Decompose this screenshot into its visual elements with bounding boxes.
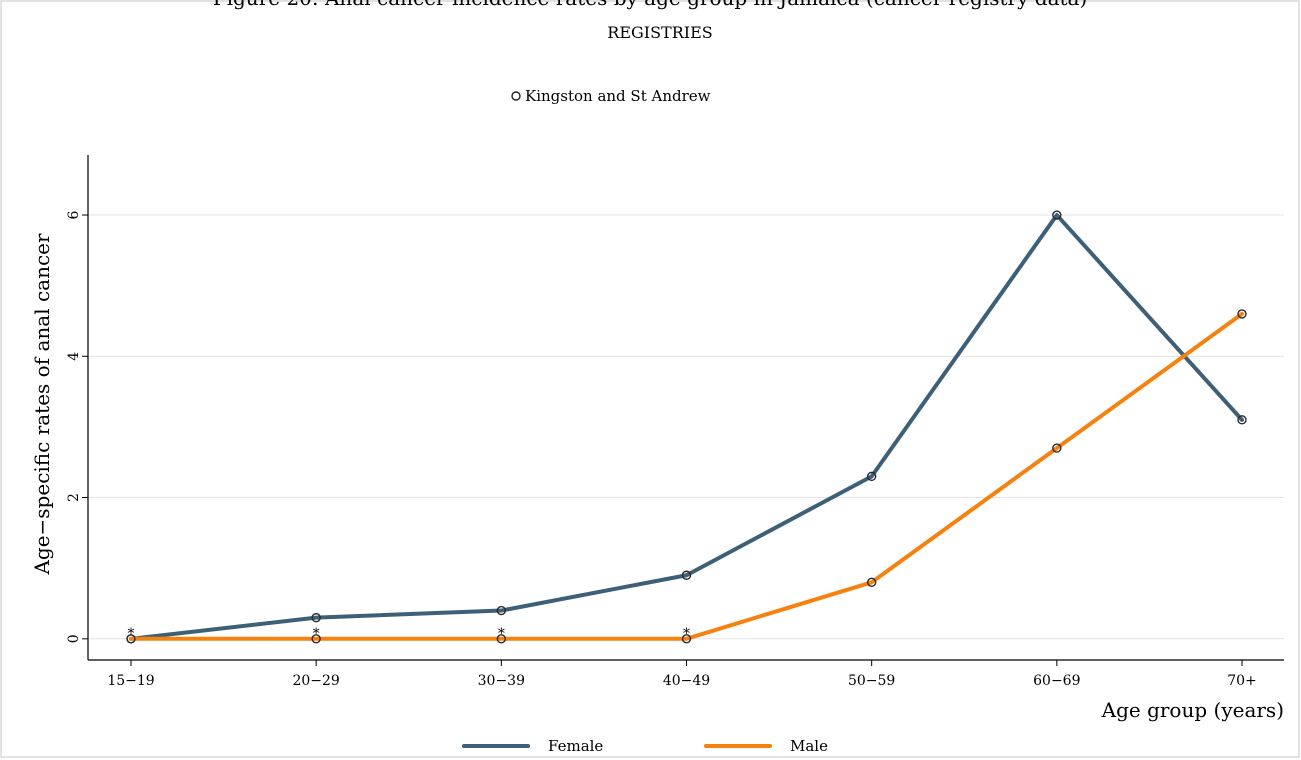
y-tick-label: 0 <box>66 634 82 643</box>
x-tick-label: 20−29 <box>292 673 339 689</box>
x-axis-title: Age group (years) <box>1101 698 1284 722</box>
annotation-asterisk: * <box>683 626 690 642</box>
annotation-asterisk: * <box>498 626 505 642</box>
x-tick-label: 60−69 <box>1033 673 1080 689</box>
y-tick-label: 2 <box>66 493 82 502</box>
x-tick-label: 15−19 <box>107 673 154 689</box>
annotation-asterisk: * <box>128 626 135 642</box>
data-point <box>866 577 877 588</box>
legend-item-female: Female <box>462 737 603 755</box>
series-male <box>126 309 1247 644</box>
data-point <box>681 570 692 580</box>
legend-item-male: Male <box>704 737 828 755</box>
data-point <box>311 634 321 644</box>
annotations: * * * * <box>128 626 691 642</box>
plot-area <box>126 210 1247 644</box>
data-point <box>1052 210 1062 220</box>
y-axis-title: Age−specific rates of anal cancer <box>30 233 54 576</box>
marker-legend: Kingston and St Andrew <box>511 87 711 105</box>
data-point <box>681 634 692 644</box>
data-point <box>496 605 507 616</box>
chart-subtitle: REGISTRIES <box>607 23 712 42</box>
data-point <box>1052 443 1062 453</box>
y-tick-label: 6 <box>66 210 82 219</box>
x-tick-label: 70+ <box>1227 673 1257 689</box>
y-tick-label: 4 <box>66 352 82 361</box>
data-point <box>311 612 321 623</box>
legend-label: Female <box>548 737 603 755</box>
data-point <box>126 634 136 644</box>
legend-label: Male <box>790 737 828 755</box>
data-point <box>496 634 507 644</box>
legend: Female Male <box>462 737 828 755</box>
series-line-female <box>129 213 1244 641</box>
marker-legend-symbol <box>511 91 521 101</box>
marker-legend-label: Kingston and St Andrew <box>525 87 711 105</box>
data-point <box>1237 415 1247 425</box>
series-female <box>126 210 1247 644</box>
chart-title: Figure 20: Anal cancer incidence rates b… <box>213 0 1088 10</box>
series-line-male <box>129 311 1244 641</box>
data-point <box>866 471 877 482</box>
data-point <box>1237 309 1247 319</box>
x-tick-label: 30−39 <box>478 673 525 689</box>
annotation-asterisk: * <box>313 626 320 642</box>
x-tick-label: 40−49 <box>663 673 710 689</box>
x-tick-label: 50−59 <box>848 673 895 689</box>
axes: 0 2 4 6 15−19 20−29 30−39 40−49 50−59 60−69 70+ <box>66 155 1284 689</box>
